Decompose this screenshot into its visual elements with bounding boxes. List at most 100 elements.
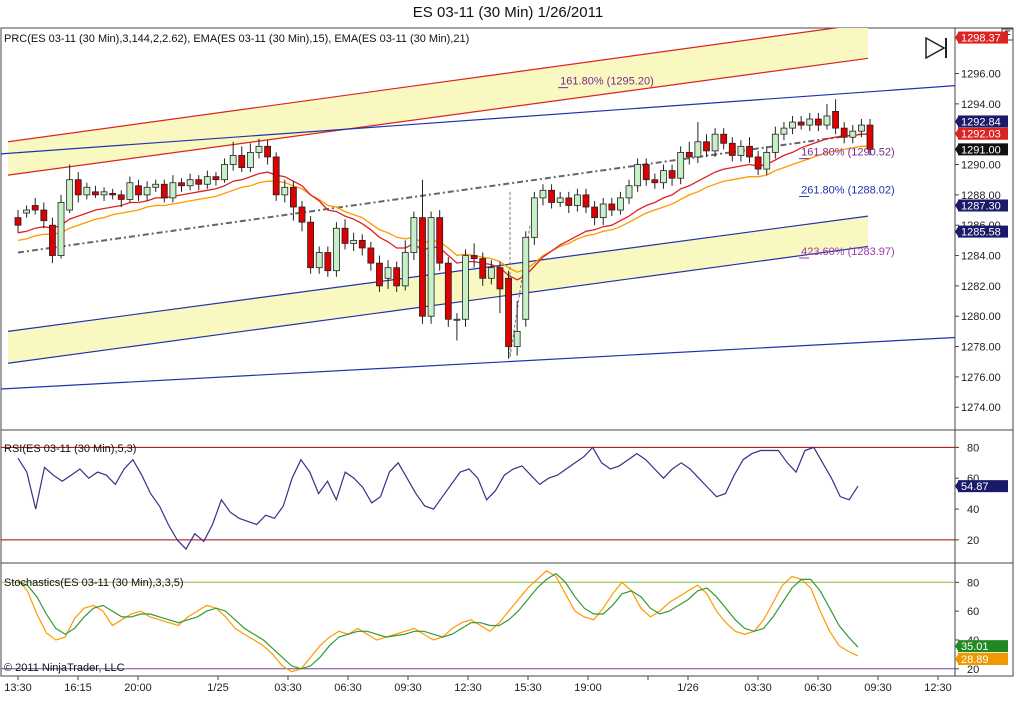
candle — [548, 189, 555, 203]
candle — [427, 217, 435, 317]
candle — [530, 197, 538, 238]
price-tick-label: 1294.00 — [961, 99, 1001, 111]
price-tag-pointer — [955, 199, 959, 212]
candle — [255, 145, 263, 153]
stoch-value-label: 28.89 — [961, 654, 989, 666]
candle — [135, 185, 142, 196]
candle — [677, 151, 685, 179]
time-tick-label: 09:30 — [864, 682, 892, 694]
candle — [410, 217, 418, 253]
candle — [832, 111, 839, 129]
lower-band-outer-line — [7, 215, 869, 332]
blue-trendline-lower — [1, 336, 955, 390]
candle — [711, 133, 719, 152]
candle — [169, 182, 177, 199]
candle — [358, 239, 366, 249]
candle — [92, 191, 99, 196]
price-tick-label: 1280.00 — [961, 311, 1001, 323]
candle — [470, 255, 478, 259]
lower-band-fill — [8, 216, 868, 364]
candle — [238, 155, 246, 168]
price-plot — [1, 28, 955, 390]
candle — [49, 224, 56, 256]
candle — [315, 252, 323, 269]
candle — [505, 277, 512, 347]
candle — [823, 115, 831, 126]
candle — [229, 155, 237, 165]
candle — [212, 176, 220, 181]
candle — [307, 221, 315, 269]
time-tick-label: 13:30 — [4, 682, 32, 694]
candle — [651, 179, 659, 184]
candle — [634, 164, 642, 187]
price-tag-pointer — [955, 143, 959, 156]
candle — [393, 267, 401, 287]
candle — [660, 170, 667, 184]
stoch-tick-label: 60 — [967, 606, 979, 618]
candle — [617, 197, 624, 211]
price-tag-pointer — [955, 115, 959, 128]
candle — [642, 164, 650, 181]
rsi-panel-label: RSI(ES 03-11 (30 Min),5,3) — [4, 443, 136, 455]
time-tick-label: 16:15 — [64, 682, 92, 694]
candle — [728, 142, 736, 156]
candle — [685, 151, 693, 158]
rsi-tick-label: 40 — [967, 504, 979, 516]
price-tick-label: 1296.00 — [961, 69, 1001, 81]
time-tick-label: 1/26 — [677, 682, 698, 694]
stoch-value-tag — [958, 652, 1008, 665]
candle — [573, 194, 581, 206]
candle — [462, 255, 469, 320]
price-tag — [958, 225, 1008, 238]
candle — [350, 239, 358, 244]
candle — [780, 127, 788, 135]
price-tag-value: 1298.37 — [961, 33, 1001, 45]
candle — [246, 151, 254, 168]
regression-midline — [17, 133, 861, 254]
time-tick-label: 03:30 — [744, 682, 772, 694]
time-tick-label: 12:30 — [454, 682, 482, 694]
play-forward-icon[interactable] — [925, 36, 948, 60]
rsi-tag-pointer — [955, 480, 959, 493]
candle — [195, 179, 203, 185]
copyright-label: © 2011 NinjaTrader, LLC — [4, 662, 125, 674]
candle — [539, 189, 547, 199]
candle — [333, 227, 340, 272]
time-tick-label: 06:30 — [334, 682, 362, 694]
candle — [272, 156, 280, 196]
candle — [522, 236, 530, 320]
price-tick-label: 1276.00 — [961, 372, 1001, 384]
candle — [109, 192, 117, 196]
price-tag-value: 1285.58 — [961, 227, 1001, 239]
price-tag — [958, 115, 1008, 128]
rsi-tick-label: 80 — [967, 442, 979, 454]
stoch-tag-pointer — [955, 652, 959, 665]
price-tag — [958, 199, 1008, 212]
candle — [126, 182, 134, 200]
candle — [694, 141, 702, 158]
candle — [771, 133, 779, 153]
candle — [281, 186, 289, 196]
lower-band-inner-line — [7, 245, 869, 364]
candle — [763, 151, 771, 170]
candle — [857, 124, 865, 132]
candle — [625, 185, 633, 199]
price-tag-value: 1292.03 — [961, 129, 1001, 141]
candle — [324, 252, 332, 272]
price-tag-pointer — [955, 31, 959, 44]
ema15-line — [17, 133, 870, 281]
upper-band-inner-line — [7, 57, 869, 176]
candle — [376, 262, 383, 287]
candle — [487, 267, 495, 279]
fib-label: 161.80% (1295.20) — [560, 76, 654, 88]
time-tick-label: 03:30 — [274, 682, 302, 694]
candle — [608, 203, 616, 211]
candle — [866, 124, 874, 150]
stoch-tick-label: 80 — [967, 577, 979, 589]
upper-band-outer-line — [7, 28, 840, 143]
fib-label: 161.80% (1290.52) — [801, 147, 895, 159]
candle — [737, 145, 745, 156]
candle — [367, 247, 375, 264]
candle — [143, 186, 151, 196]
